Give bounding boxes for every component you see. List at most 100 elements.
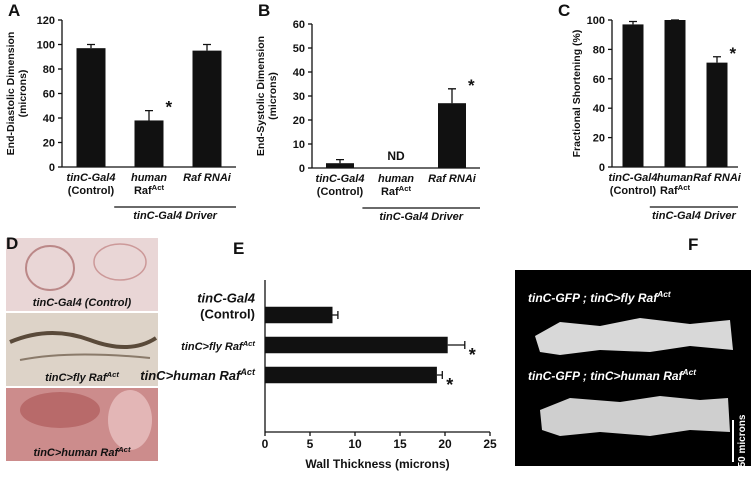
- significance: *: [469, 345, 476, 365]
- x-tick-label: human: [378, 173, 414, 185]
- y-tick-label-sup: Act: [239, 367, 256, 377]
- tissue: [9, 331, 158, 350]
- image-caption-text: tinC-GFP ; tinC>fly Raf: [528, 291, 658, 305]
- y-axis-label: End-Diastolic Dimension: [5, 32, 17, 156]
- x-tick-label: human: [657, 172, 693, 184]
- x-tick-label: tinC-Gal4: [316, 173, 365, 185]
- x-tick-label: tinC-Gal4: [609, 172, 658, 184]
- error-bar: [145, 110, 153, 121]
- y-axis-label: (microns): [267, 72, 279, 120]
- x-tick-label: Raf RNAi: [693, 172, 742, 184]
- image-caption-sup: Act: [682, 367, 698, 377]
- fluorescence-image: [515, 270, 751, 466]
- tissue: [93, 243, 147, 281]
- bar: [706, 62, 728, 167]
- y-tick-label: 20: [293, 115, 305, 127]
- bar: [438, 103, 466, 168]
- error-bar: [336, 158, 344, 164]
- x-axis-label: Wall Thickness (microns): [305, 457, 449, 471]
- significance: *: [468, 76, 475, 95]
- micrograph-fly: [6, 313, 158, 386]
- group-label: tinC-Gal4 Driver: [133, 210, 217, 222]
- y-tick-label: 0: [599, 162, 605, 174]
- tissue: [20, 392, 100, 428]
- bar: [664, 20, 686, 167]
- x-tick-label: 20: [438, 437, 452, 451]
- panel-label: D: [6, 234, 18, 253]
- tissue: [19, 353, 151, 361]
- x-tick-label: 15: [393, 437, 407, 451]
- x-tick-label-sup: Act: [152, 183, 165, 192]
- y-tick-label: 40: [43, 113, 55, 125]
- x-tick-label: (Control): [610, 185, 657, 197]
- y-tick-label: 50: [293, 43, 305, 55]
- y-tick-label: 120: [37, 15, 55, 27]
- y-tick-label: 100: [37, 40, 55, 52]
- micrographs: [6, 238, 158, 461]
- x-tick-label: human: [131, 172, 167, 184]
- y-tick-label: 60: [593, 74, 605, 86]
- bar: [622, 24, 644, 167]
- y-tick-label: 0: [49, 162, 55, 174]
- y-tick-label: 40: [293, 67, 305, 79]
- tissue: [25, 245, 75, 291]
- x-tick-label: RafAct: [660, 183, 691, 198]
- y-tick-label: 0: [299, 163, 305, 175]
- y-tick-label: tinC-Gal4: [197, 290, 256, 305]
- image-caption-sup: Act: [656, 289, 672, 299]
- image-caption: tinC-Gal4 (Control): [33, 297, 132, 309]
- y-tick-label-text: tinC>human Raf: [140, 368, 242, 383]
- image-caption-sup: Act: [117, 445, 131, 454]
- error-bar: [87, 43, 95, 49]
- bar: [134, 120, 164, 167]
- x-tick-label: (Control): [68, 185, 115, 197]
- x-tick-label-sup: Act: [678, 183, 691, 192]
- tissue: [108, 390, 152, 450]
- image-caption: tinC-GFP ; tinC>human RafAct: [528, 367, 697, 383]
- y-tick-label: 100: [587, 15, 605, 27]
- image-caption: tinC>human RafAct: [33, 445, 130, 460]
- micrograph-control: [6, 238, 158, 311]
- y-tick-label: 80: [43, 64, 55, 76]
- y-tick-label-sup: Act: [242, 339, 256, 348]
- error-bar: [447, 341, 466, 349]
- y-tick-label: 60: [293, 19, 305, 31]
- bar: [265, 306, 333, 324]
- significance: *: [166, 98, 173, 117]
- scale-label: 50 microns: [737, 414, 748, 467]
- x-tick-label-text: Raf: [381, 186, 399, 198]
- image-caption-text: tinC-GFP ; tinC>human Raf: [528, 369, 684, 383]
- x-tick-label: 25: [483, 437, 497, 451]
- y-tick-label: (Control): [200, 306, 255, 321]
- bar: [76, 48, 106, 167]
- bar: [192, 50, 222, 167]
- y-tick-label: tinC>fly RafAct: [181, 339, 255, 354]
- panel-label: F: [688, 235, 698, 254]
- y-tick-label: 10: [293, 139, 305, 151]
- x-tick-label: RafAct: [134, 183, 165, 198]
- x-tick-label-text: Raf: [660, 185, 678, 197]
- x-tick-label: Raf RNAi: [183, 172, 232, 184]
- y-tick-label: tinC>human RafAct: [140, 367, 256, 383]
- panel-label: A: [8, 1, 20, 20]
- image-caption-text: tinC>fly Raf: [45, 372, 108, 384]
- x-tick-label-sup: Act: [399, 184, 412, 193]
- bar: [265, 336, 448, 354]
- x-tick-label: RafAct: [381, 184, 412, 199]
- x-tick-label-text: Raf: [134, 185, 152, 197]
- error-bar: [332, 311, 339, 319]
- bar: [326, 163, 354, 168]
- y-axis-label: End-Systolic Dimension: [255, 36, 267, 156]
- y-axis-label: Fractional Shortening (%): [571, 30, 583, 158]
- error-bar: [713, 56, 721, 63]
- x-tick-label: tinC-Gal4: [67, 172, 116, 184]
- image-caption-text: tinC>human Raf: [33, 447, 119, 459]
- y-tick-label: 30: [293, 91, 305, 103]
- x-tick-label: Raf RNAi: [428, 173, 477, 185]
- error-bar: [629, 20, 637, 25]
- x-tick-label: 10: [348, 437, 362, 451]
- image-caption: tinC>fly RafAct: [45, 370, 119, 385]
- error-bar: [436, 371, 443, 379]
- y-tick-label: 80: [593, 44, 605, 56]
- image-caption: tinC-GFP ; tinC>fly RafAct: [528, 289, 672, 305]
